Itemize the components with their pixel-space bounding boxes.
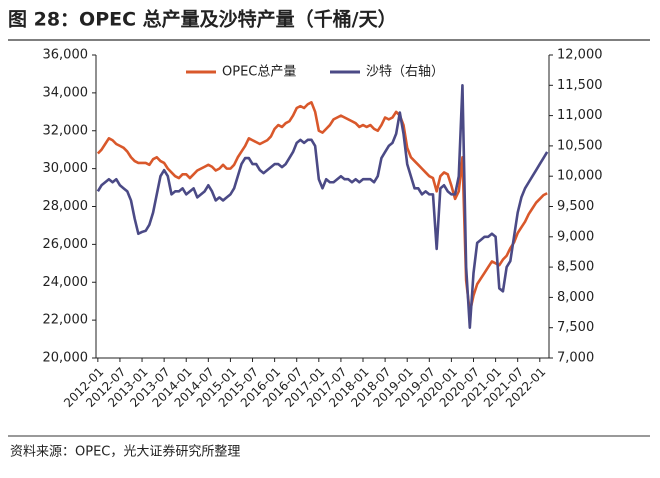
legend-label: 沙特（右轴） <box>366 65 444 80</box>
y2-tick-label: 11,500 <box>557 78 603 93</box>
y2-tick-label: 10,000 <box>557 169 603 184</box>
y-tick-label: 26,000 <box>43 237 89 252</box>
y2-tick-label: 10,500 <box>557 138 603 153</box>
y2-tick-label: 9,000 <box>557 229 594 244</box>
series-line <box>96 101 548 314</box>
source-note: 资料来源：OPEC，光大证券研究所整理 <box>10 444 240 460</box>
y-tick-label: 36,000 <box>43 48 89 63</box>
y-tick-label: 32,000 <box>43 123 89 138</box>
y-tick-label: 24,000 <box>43 275 89 290</box>
chart-title: 图 28：OPEC 总产量及沙特产量（千桶/天） <box>8 8 397 31</box>
y-tick-label: 22,000 <box>43 313 89 328</box>
y2-tick-label: 7,500 <box>557 320 594 335</box>
y-tick-label: 30,000 <box>43 161 89 176</box>
y-tick-label: 28,000 <box>43 199 89 214</box>
y2-tick-label: 8,500 <box>557 260 594 275</box>
y2-tick-label: 8,000 <box>557 290 594 305</box>
y2-tick-label: 11,000 <box>557 108 603 123</box>
y-tick-label: 34,000 <box>43 85 89 100</box>
y2-tick-label: 9,500 <box>557 199 594 214</box>
y2-tick-label: 12,000 <box>557 48 603 63</box>
series-line <box>96 84 549 329</box>
legend-label: OPEC总产量 <box>222 65 296 80</box>
y-tick-label: 20,000 <box>43 351 89 366</box>
y2-tick-label: 7,000 <box>557 351 594 366</box>
